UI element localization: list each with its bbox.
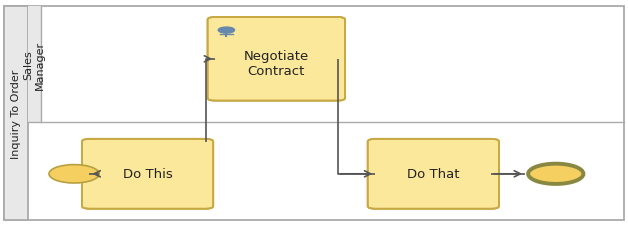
Bar (215, 79, 338, 85)
Circle shape (219, 28, 235, 34)
Bar (89, 163, 206, 169)
Bar (375, 169, 491, 174)
Bar (215, 53, 338, 60)
Bar (89, 190, 206, 195)
Bar (215, 46, 338, 53)
Bar (215, 66, 338, 73)
Bar (89, 153, 206, 158)
Bar (215, 85, 338, 92)
Bar (215, 21, 338, 27)
Bar (375, 185, 491, 190)
Bar (215, 60, 338, 66)
Bar (89, 142, 206, 147)
Text: Sales
Manager: Sales Manager (24, 40, 45, 89)
Bar (89, 169, 206, 174)
FancyBboxPatch shape (82, 139, 214, 209)
Bar (375, 195, 491, 201)
Bar (375, 142, 491, 147)
Text: Negotiate
Contract: Negotiate Contract (244, 50, 309, 78)
Bar (375, 174, 491, 179)
Circle shape (49, 165, 99, 183)
Bar (215, 73, 338, 79)
Bar (89, 195, 206, 201)
FancyBboxPatch shape (207, 18, 345, 101)
Bar (375, 190, 491, 195)
Bar (375, 153, 491, 158)
Bar (215, 34, 338, 40)
Bar (89, 174, 206, 179)
Bar (375, 179, 491, 185)
Circle shape (528, 164, 583, 184)
Bar (375, 201, 491, 206)
Bar (28, 7, 41, 123)
Bar (89, 201, 206, 206)
Bar (215, 40, 338, 46)
Text: Do That: Do That (407, 168, 460, 180)
Bar (375, 158, 491, 163)
Bar (89, 158, 206, 163)
Bar (375, 147, 491, 153)
Bar (215, 92, 338, 98)
Bar (4, 7, 28, 220)
Bar (215, 27, 338, 34)
Text: Do This: Do This (122, 168, 173, 180)
Bar (89, 185, 206, 190)
Text: Inquiry To Order: Inquiry To Order (11, 69, 21, 158)
Bar (89, 179, 206, 185)
Bar (375, 163, 491, 169)
FancyBboxPatch shape (368, 139, 499, 209)
Bar (89, 147, 206, 153)
